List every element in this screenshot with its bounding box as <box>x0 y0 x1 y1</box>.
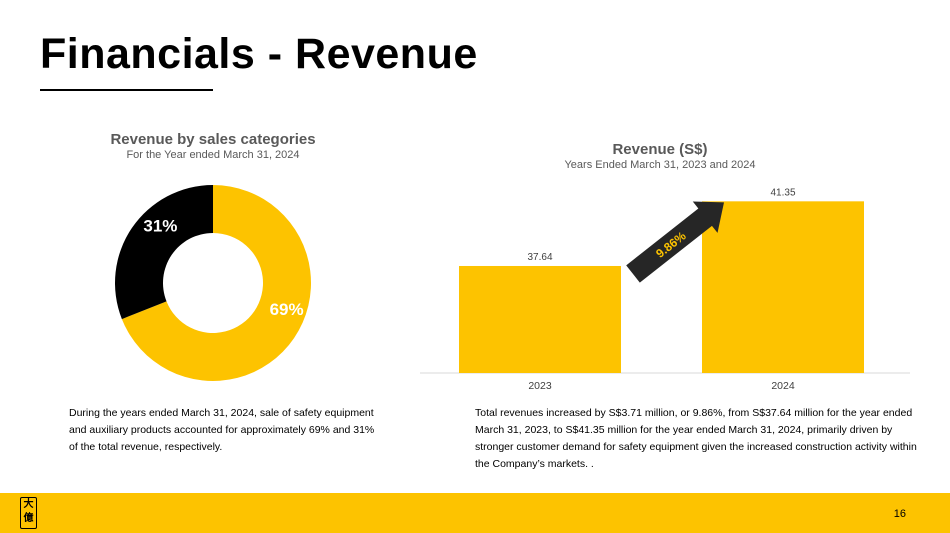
donut-chart: 69% 31% <box>115 185 312 381</box>
x-tick-2023: 2023 <box>528 380 552 392</box>
donut-slice-0 <box>121 185 312 381</box>
page-number: 16 <box>893 508 906 520</box>
donut-slice-label-0: 69% <box>270 300 304 319</box>
donut-chart-heading: Revenue by sales categories For the Year… <box>73 131 353 161</box>
donut-chart-subtitle: For the Year ended March 31, 2024 <box>126 149 300 161</box>
bar-chart-subtitle: Years Ended March 31, 2023 and 2024 <box>564 159 756 171</box>
donut-description: During the years ended March 31, 2024, s… <box>69 407 375 453</box>
bar-description: Total revenues increased by S$3.71 milli… <box>475 407 917 470</box>
logo-char-2: 億 <box>23 513 34 524</box>
bar-chart-heading: Revenue (S$) Years Ended March 31, 2023 … <box>510 141 810 171</box>
growth-arrow-shape <box>626 201 724 283</box>
donut-slice-1 <box>115 185 213 320</box>
x-tick-2024: 2024 <box>771 380 795 392</box>
bar-2024 <box>702 201 864 373</box>
donut-slice-label-1: 31% <box>143 216 177 235</box>
bar-value-label-2024: 41.35 <box>770 187 795 198</box>
donut-chart-title: Revenue by sales categories <box>110 131 316 148</box>
bar-value-label-2023: 37.64 <box>527 252 552 263</box>
company-logo: 大 億 <box>20 497 37 529</box>
footer-bar <box>0 493 950 533</box>
logo-char-1: 大 <box>23 499 34 510</box>
bar-2023 <box>459 265 621 373</box>
bar-chart-title: Revenue (S$) <box>612 141 708 158</box>
title-underline <box>40 89 213 91</box>
page-title: Financials - Revenue <box>40 30 478 78</box>
